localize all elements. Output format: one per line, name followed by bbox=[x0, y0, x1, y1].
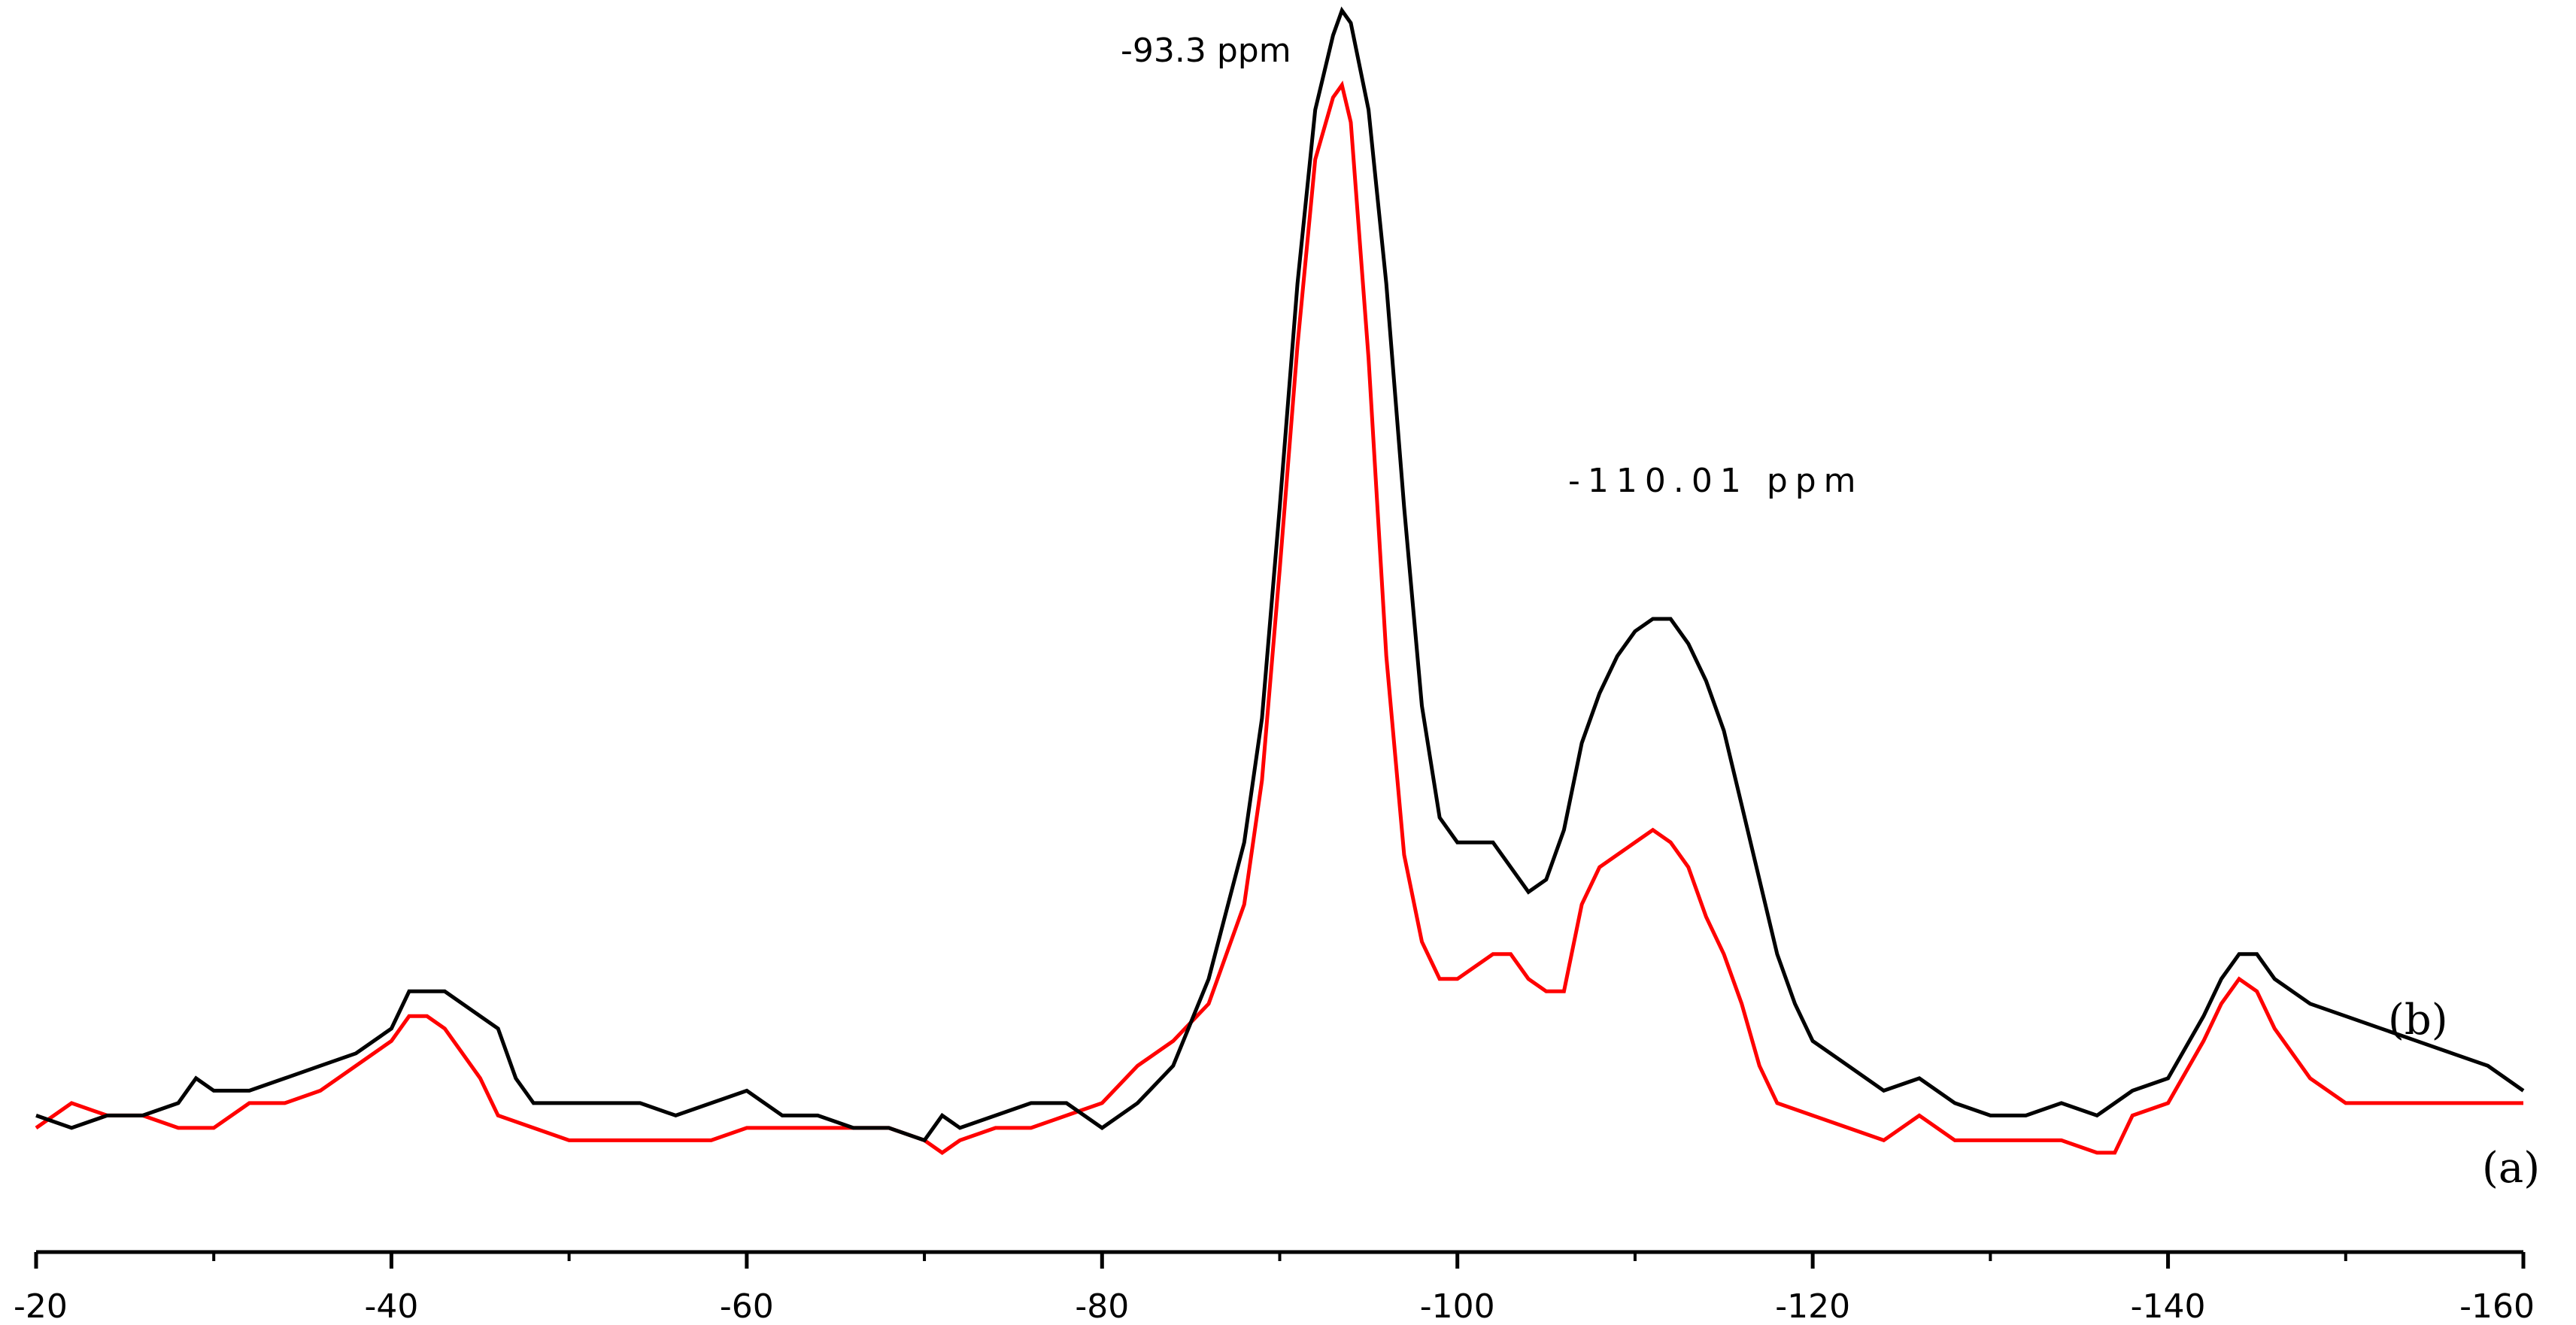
x-tick-label: -40 bbox=[364, 1287, 418, 1325]
x-tick-label: -160 bbox=[2459, 1287, 2535, 1325]
series-label-a: (a) bbox=[2482, 1144, 2540, 1193]
series-label-b: (b) bbox=[2388, 996, 2448, 1045]
x-tick-label: -140 bbox=[2131, 1287, 2206, 1325]
peak-annotation-110: -110.01 ppm bbox=[1568, 462, 1864, 500]
x-tick-label: -60 bbox=[720, 1287, 774, 1325]
x-tick-label: -20 bbox=[14, 1287, 68, 1325]
series-line-a bbox=[35, 80, 2523, 1155]
x-axis: -20 -40 -60 -80 -100 -120 -140 -160 bbox=[14, 1250, 2535, 1325]
x-tick-label: -80 bbox=[1075, 1287, 1129, 1325]
series-line-b bbox=[35, 6, 2525, 1143]
peak-annotation-93: -93.3 ppm bbox=[1121, 32, 1291, 70]
x-tick-label: -120 bbox=[1775, 1287, 1850, 1325]
annotations: -93.3 ppm -110.01 ppm (b) (a) bbox=[1121, 32, 2540, 1193]
x-tick-label: -100 bbox=[1420, 1287, 1495, 1325]
plot-area bbox=[35, 6, 2525, 1155]
